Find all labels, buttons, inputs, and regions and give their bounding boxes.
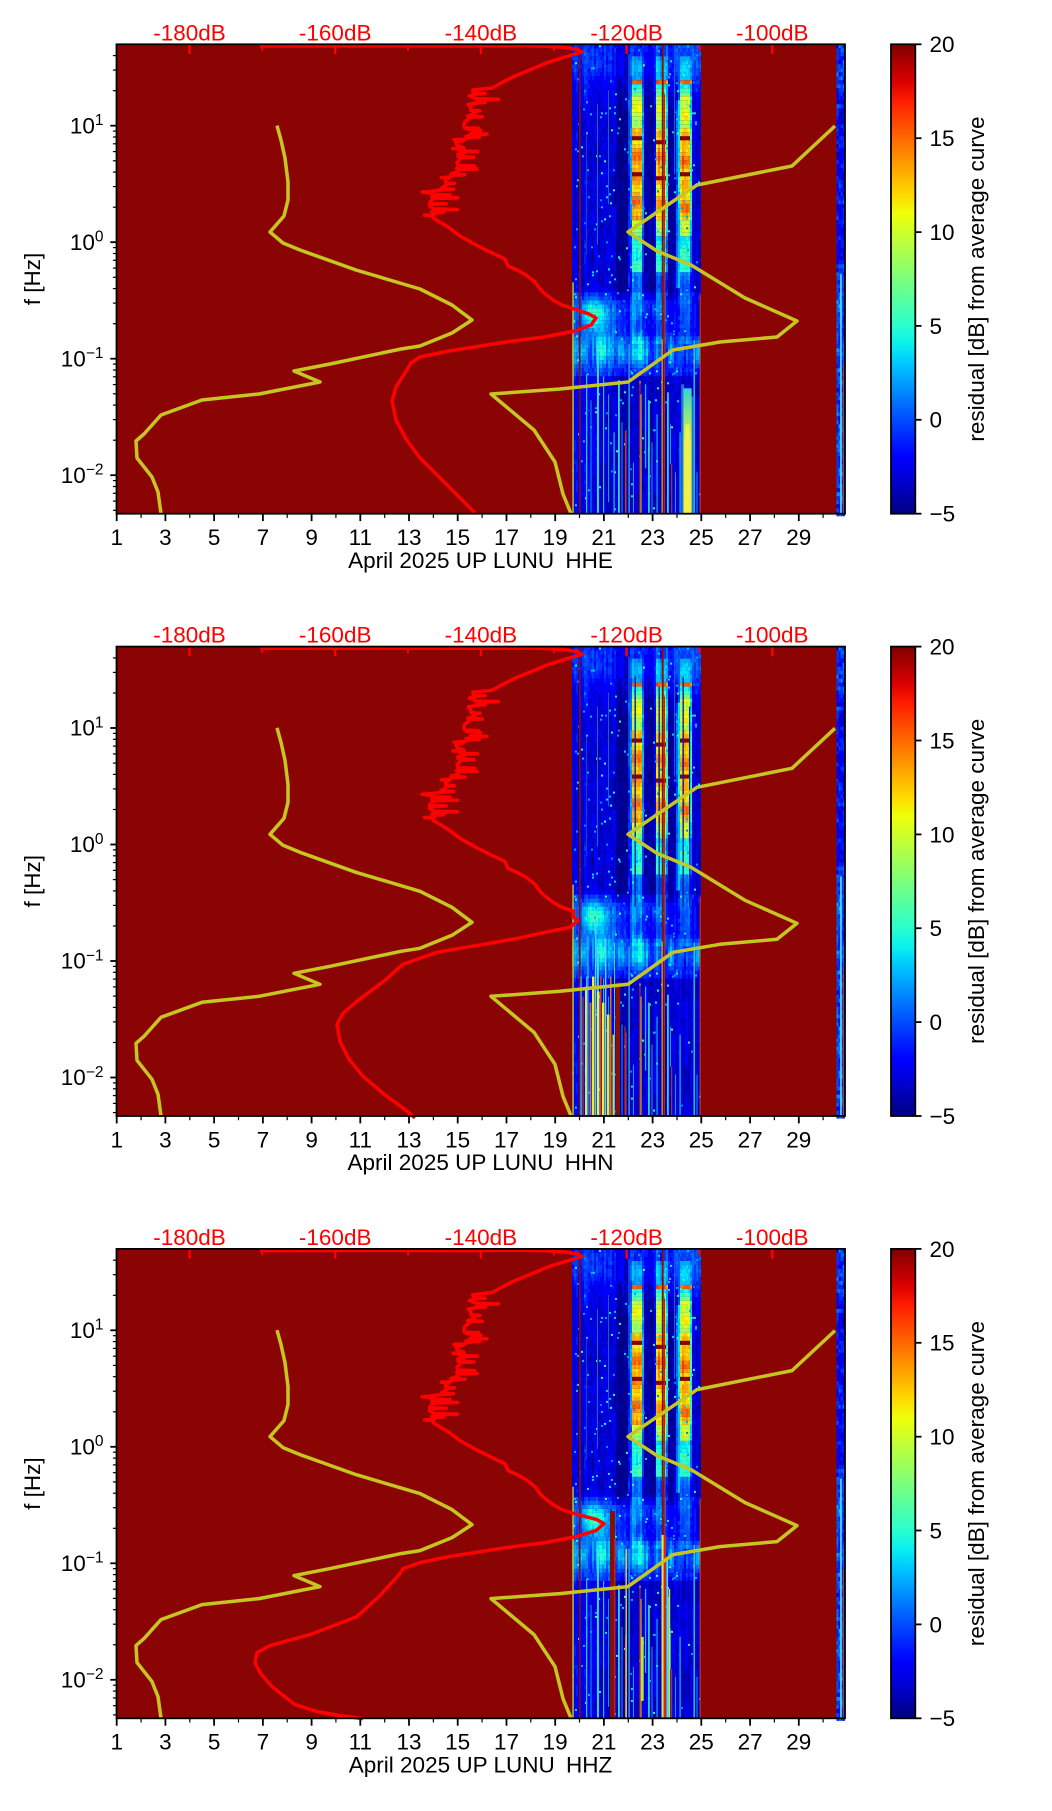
svg-text:5: 5 [208, 525, 221, 550]
svg-text:3: 3 [159, 525, 172, 550]
svg-text:-160dB: -160dB [299, 20, 372, 45]
svg-text:11: 11 [349, 525, 372, 550]
svg-text:-100dB: -100dB [736, 20, 809, 45]
svg-text:-180dB: -180dB [153, 20, 226, 45]
svg-text:13: 13 [396, 525, 421, 550]
svg-text:7: 7 [257, 525, 270, 550]
svg-text:17: 17 [494, 525, 519, 550]
svg-text:-120dB: -120dB [590, 20, 663, 45]
svg-text:9: 9 [305, 525, 318, 550]
svg-text:1: 1 [110, 525, 123, 550]
svg-text:15: 15 [445, 525, 470, 550]
svg-text:-140dB: -140dB [445, 20, 518, 45]
